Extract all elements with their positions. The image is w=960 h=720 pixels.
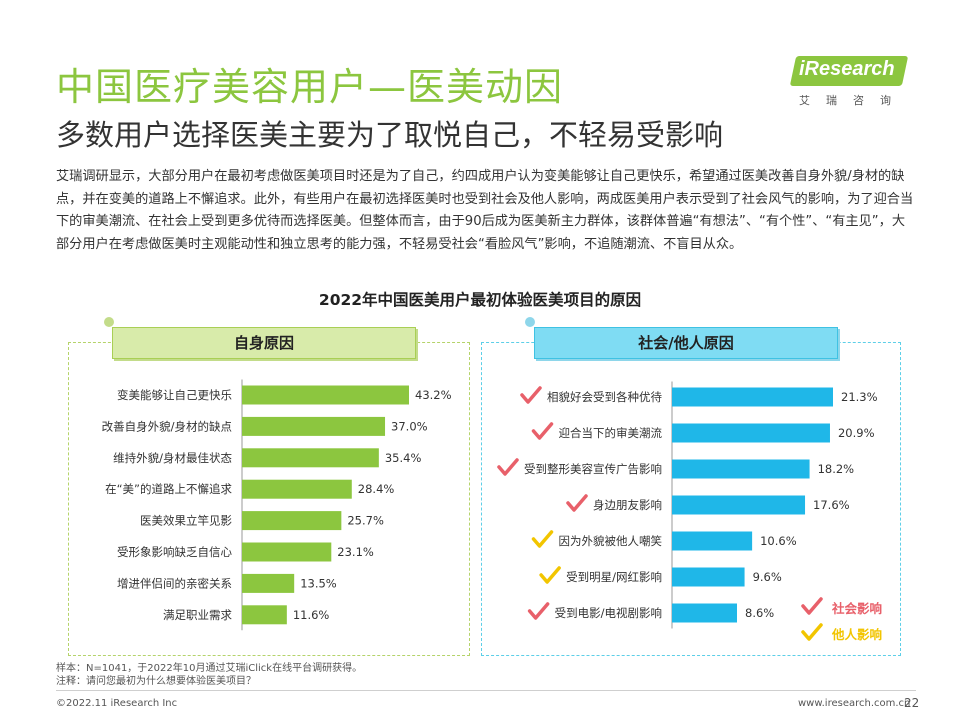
- check-icon: [801, 623, 823, 641]
- check-icon: [539, 566, 561, 584]
- self-reason-label: 维持外貌/身材最佳状态: [113, 451, 232, 465]
- self-reasons-header: 自身原因: [112, 327, 416, 359]
- self-reason-bar: [242, 385, 409, 405]
- social-reason-label: 因为外貌被他人嘲笑: [559, 534, 663, 548]
- logo-text: iResearch: [799, 58, 895, 80]
- social-reason-label: 身边朋友影响: [593, 498, 662, 512]
- social-reason-label: 迎合当下的审美潮流: [559, 426, 663, 440]
- social-reason-value: 18.2%: [818, 462, 855, 476]
- page-subtitle: 多数用户选择医美主要为了取悦自己，不轻易受影响: [56, 118, 724, 152]
- check-icon: [566, 494, 588, 512]
- social-reason-bar: [672, 495, 806, 515]
- self-reason-value: 25.7%: [347, 514, 384, 528]
- social-reason-value: 10.6%: [760, 534, 797, 548]
- social-reason-bar: [672, 567, 745, 587]
- check-icon: [497, 458, 519, 476]
- social-reason-bar: [672, 387, 833, 407]
- social-reason-label: 受到整形美容宣传广告影响: [524, 462, 662, 476]
- self-reason-label: 在“美”的道路上不懈追求: [105, 482, 232, 496]
- check-icon: [520, 386, 542, 404]
- self-reason-bar: [242, 479, 352, 499]
- question-note: 注释：请问您最初为什么想要体验医美项目？: [56, 676, 256, 687]
- iresearch-logo: iResearch 艾瑞咨询: [789, 50, 913, 110]
- social-reason-value: 21.3%: [841, 390, 878, 404]
- website: www.iresearch.com.cn: [798, 698, 911, 709]
- check-icon: [531, 422, 554, 440]
- logo-subtext: 艾瑞咨询: [799, 94, 907, 107]
- self-reason-value: 13.5%: [300, 576, 337, 590]
- self-reason-bar: [242, 448, 379, 468]
- self-reason-value: 37.0%: [391, 419, 428, 433]
- social-panel-dot: [525, 317, 535, 327]
- social-reason-bar: [672, 423, 830, 443]
- self-reason-label: 改善自身外貌/身材的缺点: [102, 419, 232, 433]
- self-reason-value: 28.4%: [358, 482, 395, 496]
- intro-paragraph: 艾瑞调研显示，大部分用户在最初考虑做医美项目时还是为了自己，约四成用户认为变美能…: [56, 169, 914, 252]
- social-reason-value: 17.6%: [813, 498, 850, 512]
- social-reasons-header: 社会/他人原因: [534, 327, 838, 359]
- social-reason-label: 受到明星/网红影响: [566, 570, 662, 584]
- social-reason-label: 相貌好会受到各种优待: [547, 390, 662, 404]
- page-title: 中国医疗美容用户—医美动因: [56, 65, 564, 109]
- self-reason-label: 增进伴侣间的亲密关系: [117, 576, 232, 590]
- self-reason-label: 医美效果立竿见影: [140, 514, 232, 528]
- self-reason-bar: [242, 416, 386, 436]
- chart-title: 2022年中国医美用户最初体验医美项目的原因: [318, 291, 642, 309]
- self-reason-label: 受形象影响缺乏自信心: [117, 545, 232, 559]
- self-reason-value: 35.4%: [385, 451, 422, 465]
- page-number: 22: [904, 696, 920, 710]
- self-reason-label: 满足职业需求: [163, 608, 232, 622]
- social-reason-label: 受到电影/电视剧影响: [555, 606, 662, 620]
- self-reason-value: 23.1%: [337, 545, 374, 559]
- legend-label: 社会影响: [831, 601, 882, 616]
- social-reason-bar: [672, 531, 753, 551]
- self-reason-bar: [242, 542, 332, 562]
- check-icon: [531, 530, 554, 548]
- footer-divider: [56, 690, 916, 691]
- self-reason-bar: [242, 573, 295, 593]
- copyright: ©2022.11 iResearch Inc: [56, 698, 178, 709]
- self-reason-label: 变美能够让自己更快乐: [117, 388, 232, 402]
- sample-note: 样本：N=1041，于2022年10月通过艾瑞iClick在线平台调研获得。: [56, 663, 363, 674]
- social-reason-value: 20.9%: [838, 426, 875, 440]
- self-panel-dot: [104, 317, 114, 327]
- social-reason-value: 8.6%: [745, 606, 774, 620]
- self-reason-bar: [242, 605, 287, 625]
- self-reason-value: 43.2%: [415, 388, 452, 402]
- check-icon: [527, 602, 550, 620]
- check-icon: [801, 597, 823, 615]
- social-reason-bar: [672, 603, 738, 623]
- self-reason-bar: [242, 511, 342, 531]
- social-reason-bar: [672, 459, 810, 479]
- self-reason-value: 11.6%: [293, 608, 330, 622]
- social-reason-value: 9.6%: [753, 570, 782, 584]
- legend-label: 他人影响: [831, 627, 882, 642]
